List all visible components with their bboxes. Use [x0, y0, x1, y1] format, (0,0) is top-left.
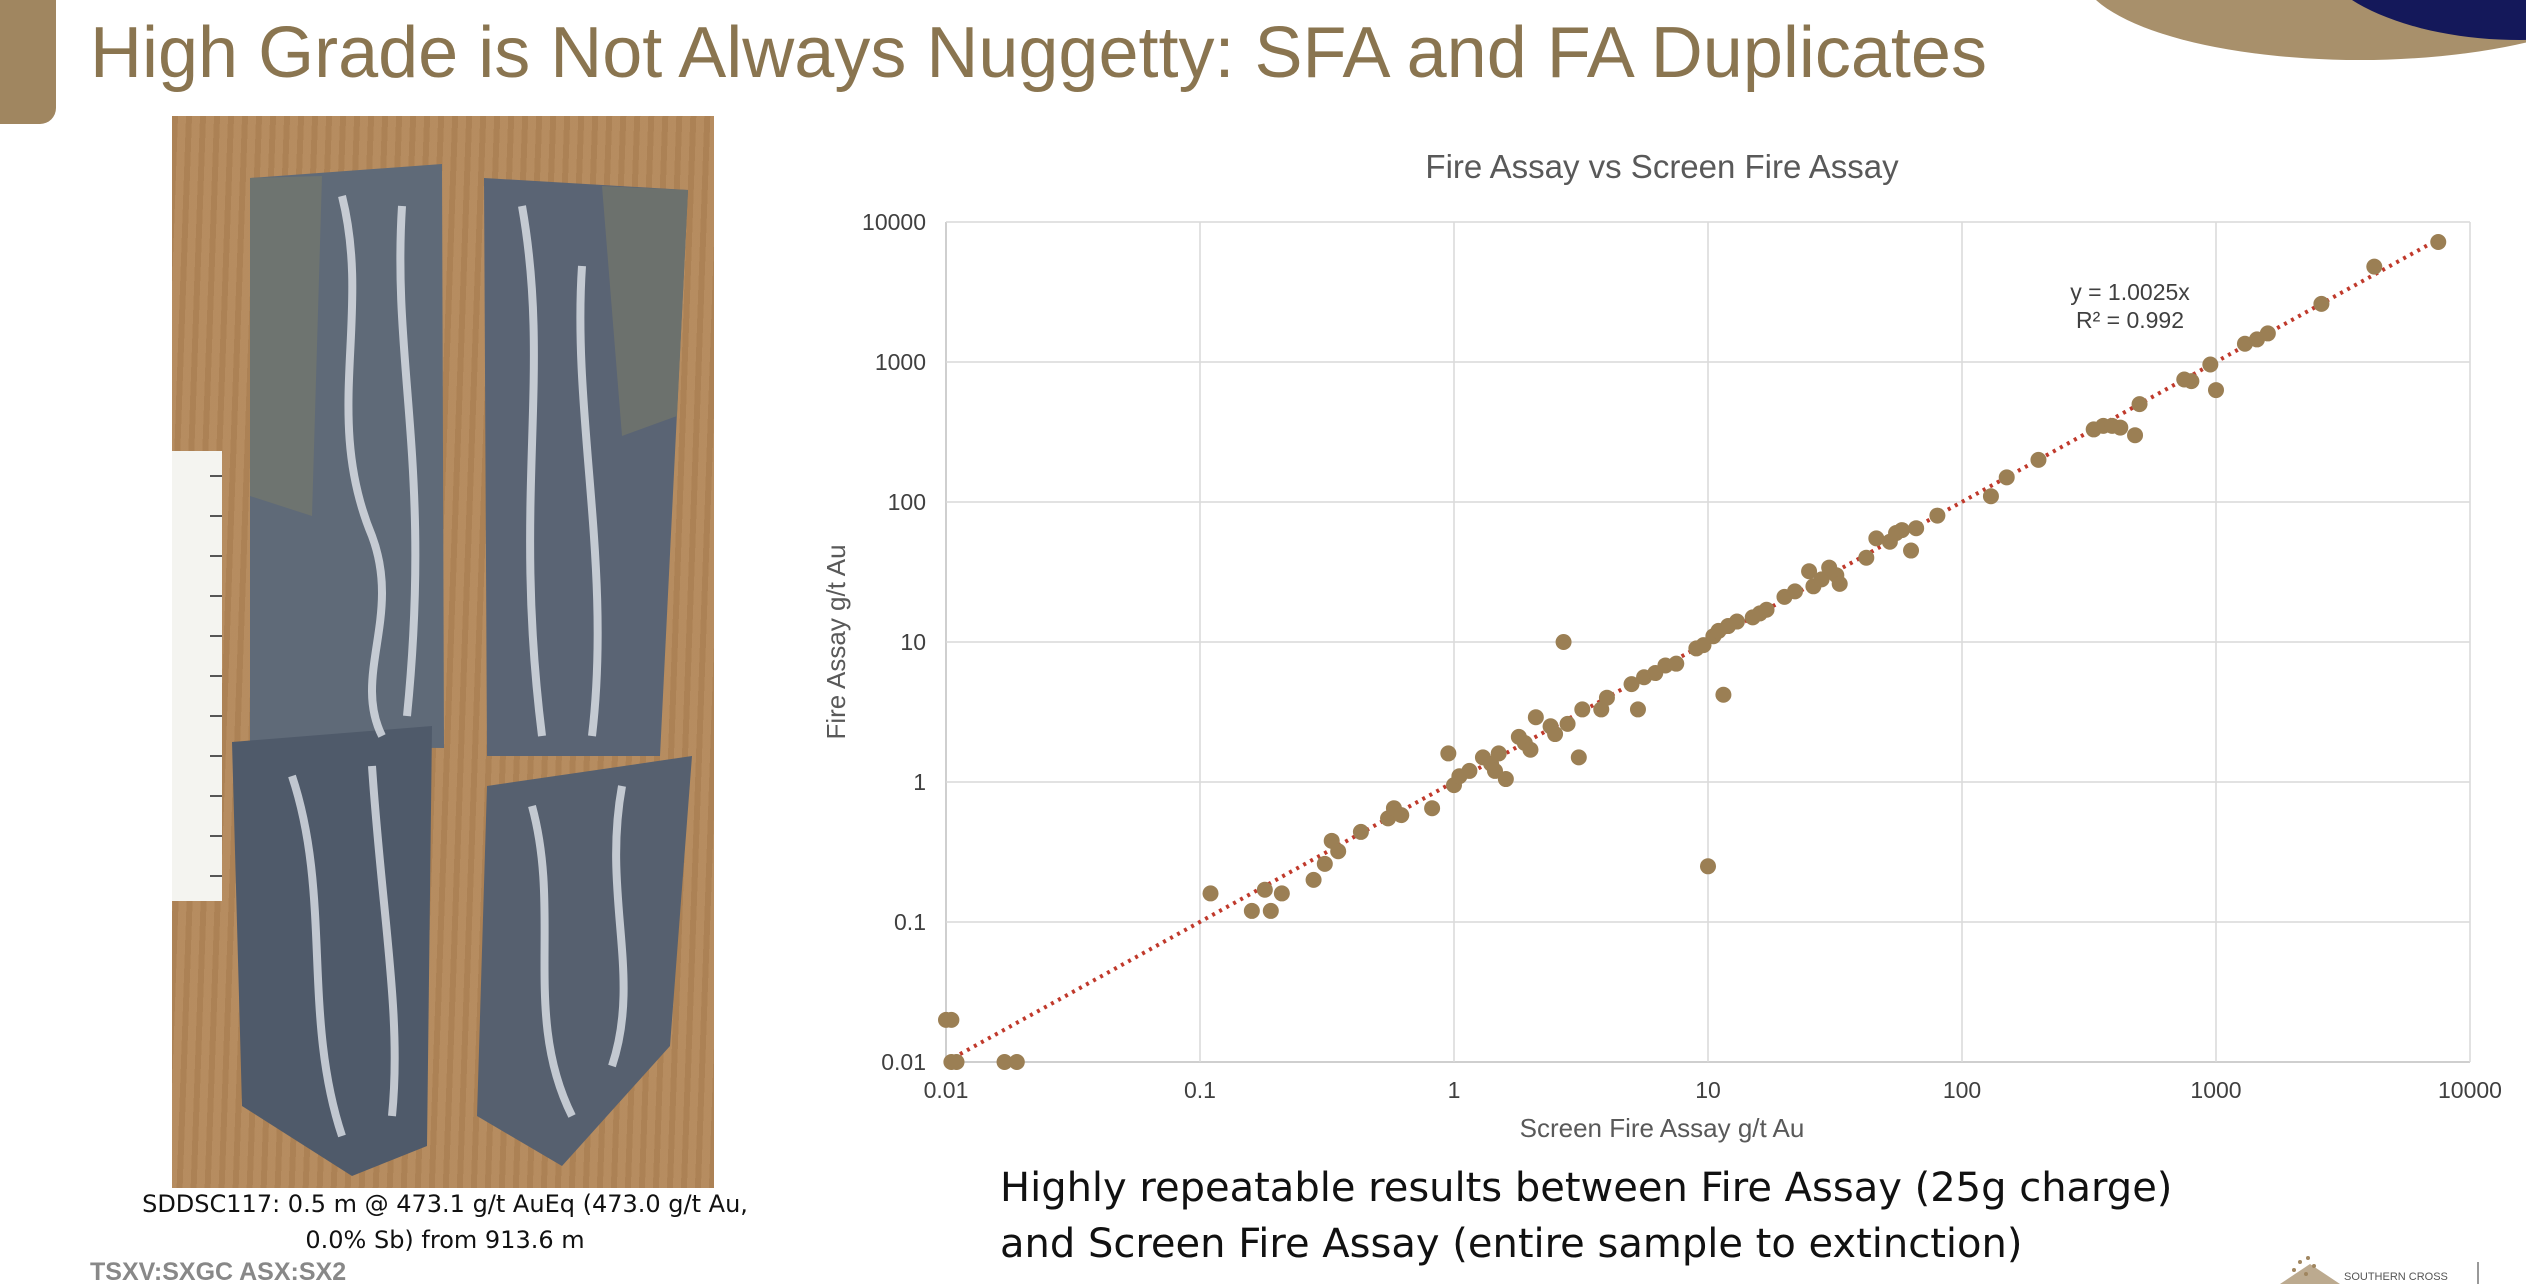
data-point [1801, 563, 1818, 580]
ruler-ticks [210, 475, 222, 877]
x-tick-label: 1000 [2190, 1077, 2241, 1103]
data-point [1497, 771, 1514, 788]
x-tick-label: 100 [1943, 1077, 1981, 1103]
x-tick-label: 10000 [2438, 1077, 2502, 1103]
conclusion-note: Highly repeatable results between Fire A… [1000, 1160, 2172, 1272]
y-tick-label: 1 [913, 769, 926, 795]
data-point [2183, 373, 2200, 390]
data-point [2208, 382, 2224, 399]
data-point [1998, 469, 2015, 486]
corner-decoration [2080, 0, 2526, 60]
x-tick-label: 0.1 [1184, 1077, 1216, 1103]
y-tick-label: 1000 [875, 349, 926, 375]
data-point [1486, 762, 1503, 779]
data-point [1868, 530, 1885, 547]
data-point [948, 1054, 965, 1070]
data-point [1598, 689, 1615, 706]
conclusion-line-1: Highly repeatable results between Fire A… [1000, 1165, 2173, 1211]
x-axis-label: Screen Fire Assay g/t Au [1520, 1113, 1805, 1143]
data-point [2131, 396, 2148, 413]
data-point [1893, 522, 1910, 539]
data-point [1728, 613, 1745, 630]
scatter-chart: Fire Assay vs Screen Fire Assay Screen F… [800, 130, 2526, 1170]
data-point [1700, 858, 1716, 875]
data-point [1555, 634, 1572, 650]
data-point [1623, 676, 1640, 693]
data-point [2112, 419, 2129, 436]
data-point [1008, 1054, 1025, 1070]
title-accent-tab [0, 0, 56, 124]
data-point [1273, 885, 1290, 902]
data-point [2313, 295, 2330, 312]
data-point [1570, 749, 1587, 766]
data-point [1424, 800, 1441, 817]
data-point [1202, 885, 1219, 902]
data-point [2259, 325, 2276, 342]
y-tick-label: 0.1 [894, 909, 926, 935]
data-point [1574, 701, 1591, 718]
data-point [1330, 843, 1347, 860]
data-point [1629, 701, 1646, 718]
y-tick-label: 10 [900, 629, 926, 655]
data-point [1668, 655, 1685, 672]
data-point [996, 1054, 1013, 1070]
data-point [1929, 507, 1946, 524]
data-point [1243, 902, 1260, 919]
data-point [1903, 542, 1920, 559]
trendline-r-squared: R² = 0.992 [2076, 307, 2184, 333]
data-point [1559, 715, 1576, 732]
data-point [2127, 427, 2144, 444]
y-tick-label: 100 [888, 489, 926, 515]
ticker-symbols: TSXV:SXGC ASX:SX2 [90, 1258, 347, 1286]
data-point [1262, 902, 1279, 919]
data-point [1831, 575, 1848, 592]
data-point [2236, 335, 2253, 352]
data-point [1305, 871, 1322, 888]
logo-divider [2477, 1262, 2479, 1284]
data-point [1908, 520, 1925, 537]
data-point [2366, 258, 2383, 275]
company-logo: SOUTHERN CROSS [2280, 1256, 2448, 1284]
data-point [1490, 745, 1507, 762]
drill-core-photo [172, 116, 714, 1188]
x-tick-label: 0.01 [924, 1077, 969, 1103]
data-point [1461, 762, 1478, 779]
data-point [2430, 233, 2447, 250]
trendline-equation: y = 1.0025x [2070, 279, 2190, 305]
data-point [1316, 855, 1333, 872]
core-piece-bottom-left [232, 726, 432, 1176]
x-tick-label: 1 [1448, 1077, 1461, 1103]
data-point [1393, 807, 1410, 824]
data-point [1715, 686, 1732, 703]
logo-text: SOUTHERN CROSS [2344, 1271, 2448, 1283]
data-point [1982, 488, 1999, 505]
x-tick-label: 10 [1695, 1077, 1721, 1103]
data-point [1547, 726, 1564, 743]
data-point [1256, 881, 1273, 898]
y-tick-label: 0.01 [881, 1049, 926, 1075]
chart-canvas: Fire Assay vs Screen Fire Assay Screen F… [821, 148, 2502, 1143]
data-point [2030, 451, 2047, 468]
data-point [1352, 823, 1369, 840]
chart-title: Fire Assay vs Screen Fire Assay [1425, 148, 1899, 185]
data-point [2202, 356, 2219, 373]
y-axis-label: Fire Assay g/t Au [821, 544, 851, 739]
data-point [1758, 601, 1775, 618]
photo-caption: SDDSC117: 0.5 m @ 473.1 g/t AuEq (473.0 … [142, 1190, 748, 1254]
data-point [1522, 741, 1539, 758]
data-point [1858, 549, 1875, 566]
y-tick-label: 10000 [862, 209, 926, 235]
data-point [1440, 745, 1457, 762]
data-point [943, 1011, 960, 1028]
data-point [1527, 709, 1544, 726]
slide-title: High Grade is Not Always Nuggetty: SFA a… [90, 13, 1987, 93]
data-point [1813, 571, 1830, 588]
conclusion-line-2: and Screen Fire Assay (entire sample to … [1000, 1221, 2023, 1267]
core-piece-bottom-right [477, 756, 692, 1166]
data-point [1786, 583, 1803, 600]
